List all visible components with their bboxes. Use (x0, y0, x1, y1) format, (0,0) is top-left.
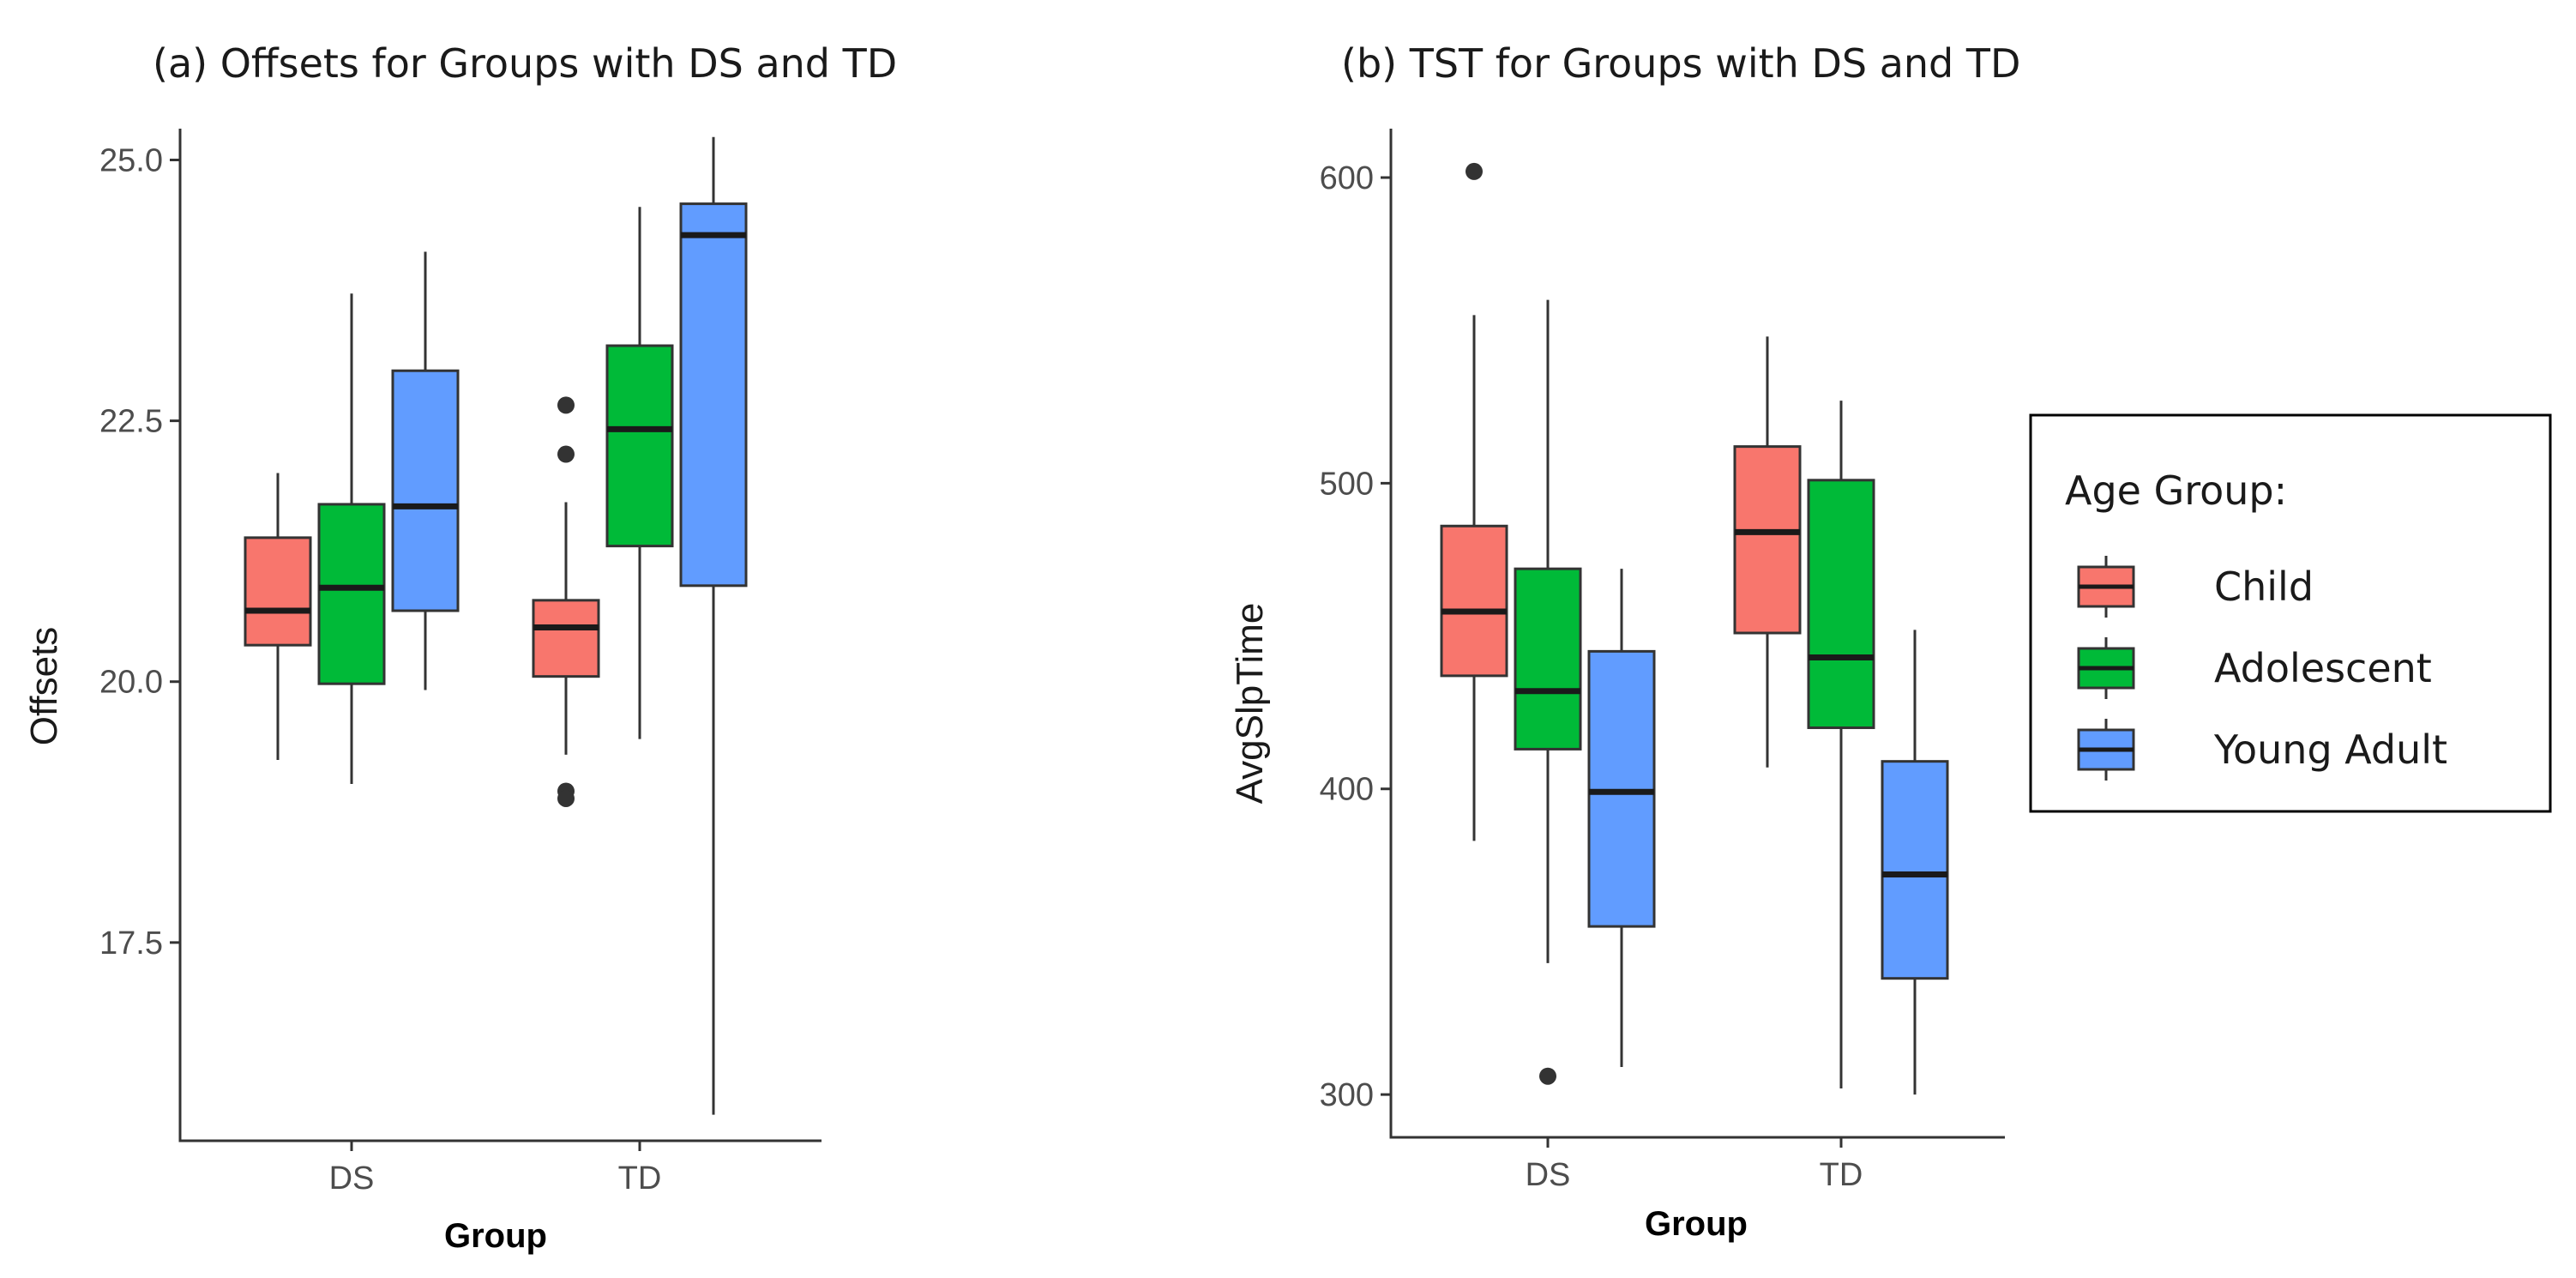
outlier-point (1466, 162, 1483, 180)
y-tick-label: 600 (1320, 160, 1374, 196)
y-tick-label: 500 (1320, 466, 1374, 502)
outlier-point (557, 789, 575, 807)
panel-b-title: (b) TST for Groups with DS and TD (1341, 40, 2020, 87)
legend-title: Age Group: (2065, 467, 2287, 514)
y-tick-label: 25.0 (99, 142, 163, 178)
panel-a-y-axis-label: Offsets (23, 627, 65, 746)
outlier-point (557, 396, 575, 414)
x-tick-label: DS (1526, 1157, 1571, 1193)
box-child-td (532, 599, 600, 678)
legend: Age Group: Child Adolescent Young Adult (2029, 413, 2552, 813)
y-tick-label: 17.5 (99, 925, 163, 962)
legend-label: Child (2214, 564, 2314, 610)
outlier-point (557, 445, 575, 463)
panel-b-x-axis-label: Group (1645, 1205, 1748, 1243)
x-tick-label: DS (329, 1160, 375, 1197)
x-tick-label: TD (1820, 1157, 1863, 1193)
x-tick-label: TD (618, 1160, 662, 1197)
y-tick-label: 400 (1320, 772, 1374, 808)
box-young-adult-ds (391, 369, 460, 612)
box-child-ds (1440, 524, 1508, 678)
y-tick-label: 22.5 (99, 404, 163, 440)
y-tick-label: 300 (1320, 1077, 1374, 1113)
panel-b-y-axis-label: AvgSlpTime (1229, 603, 1271, 805)
y-tick-label: 20.0 (99, 665, 163, 701)
box-young-adult-td (679, 202, 748, 588)
outlier-point (1539, 1067, 1556, 1085)
box-young-adult-td (1881, 760, 1949, 980)
box-young-adult-ds (1587, 649, 1656, 928)
box-child-ds (244, 536, 312, 647)
box-adolescent-td (1807, 479, 1875, 729)
box-adolescent-ds (317, 503, 386, 685)
panel-b-tst: (b) TST for Groups with DS and TD AvgSlp… (1229, 40, 2020, 1243)
panel-a-offsets: (a) Offsets for Groups with DS and TD Of… (23, 40, 897, 1255)
box-adolescent-td (605, 344, 674, 548)
panel-a-title: (a) Offsets for Groups with DS and TD (153, 40, 897, 87)
legend-label: Adolescent (2214, 645, 2432, 691)
box-adolescent-ds (1514, 567, 1582, 751)
legend-label: Young Adult (2213, 726, 2447, 773)
box-child-td (1733, 445, 1802, 635)
panel-a-x-axis-label: Group (444, 1217, 547, 1255)
